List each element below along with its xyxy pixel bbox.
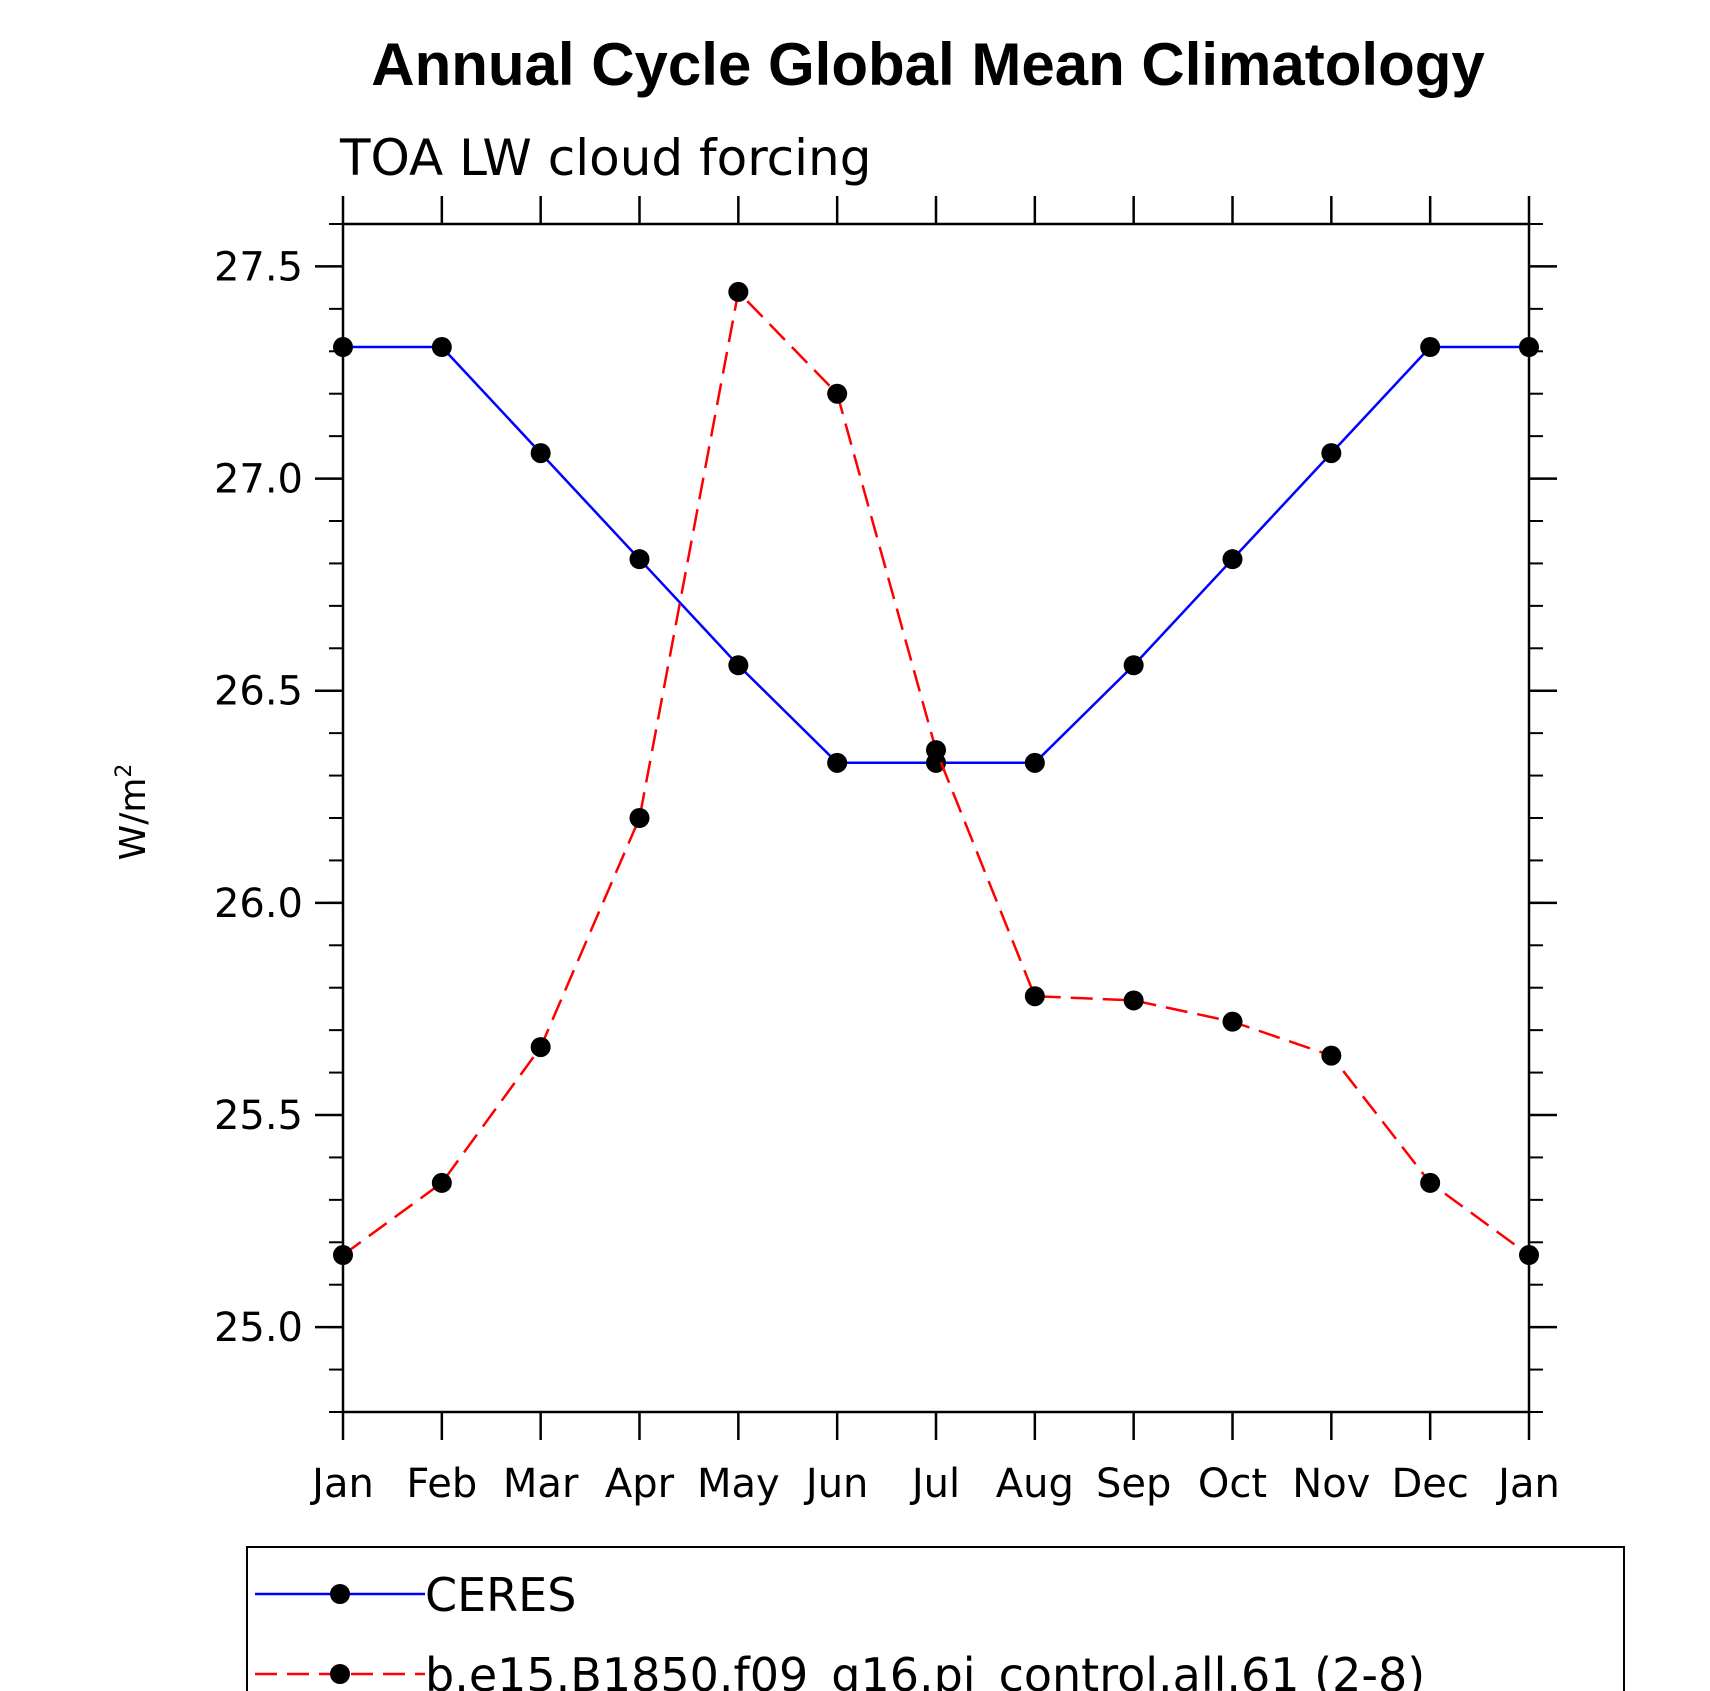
series-1-point bbox=[431, 1172, 452, 1193]
y-axis-label-text: W/m bbox=[113, 778, 154, 861]
plot-frame bbox=[341, 222, 1531, 1414]
series-1-point bbox=[1222, 1011, 1243, 1032]
series-1-point bbox=[728, 281, 749, 302]
series-line-1 bbox=[342, 289, 1530, 1257]
x-tick-label: Sep bbox=[1096, 1461, 1171, 1507]
series-0-point bbox=[1024, 752, 1045, 773]
x-tick-label: Jul bbox=[909, 1461, 960, 1507]
legend-marker-1 bbox=[330, 1664, 350, 1684]
series-1-point bbox=[629, 808, 650, 828]
x-tick-label: Dec bbox=[1391, 1461, 1468, 1507]
legend-label-1: b.e15.B1850.f09_g16.pi_control.all.61 (2… bbox=[425, 1648, 1425, 1691]
series-0-point bbox=[530, 443, 551, 464]
y-tick-label: 27.5 bbox=[214, 244, 303, 290]
axes: Jan Feb Mar Apr May Jun Jul Aug Sep Oct Nov Dec Jan 2… bbox=[214, 196, 1560, 1507]
series-1-point bbox=[1321, 1045, 1342, 1066]
series-layer bbox=[333, 281, 1539, 1266]
legend-marker-0 bbox=[330, 1584, 350, 1604]
x-tick-label: Jun bbox=[803, 1461, 869, 1507]
series-1-point bbox=[333, 1245, 353, 1266]
chart-subtitle: TOA LW cloud forcing bbox=[339, 129, 871, 187]
series-1-point bbox=[827, 383, 848, 404]
series-line-0 bbox=[343, 345, 1529, 765]
x-tick-label: Jan bbox=[1495, 1461, 1560, 1507]
series-0-point bbox=[1420, 337, 1441, 358]
x-tick-label: May bbox=[697, 1461, 780, 1507]
y-axis-label: W/m2 bbox=[112, 764, 154, 861]
y-tick-label: 25.5 bbox=[214, 1093, 303, 1139]
y-tick-label: 26.0 bbox=[214, 881, 303, 927]
y-tick-label: 25.0 bbox=[214, 1305, 303, 1351]
x-tick-label: Oct bbox=[1198, 1461, 1267, 1507]
y-tick-label: 26.5 bbox=[214, 669, 303, 715]
y-axis-label-superscript: 2 bbox=[112, 764, 137, 778]
legend: CERES b.e15.B1850.f09_g16.pi_control.all.… bbox=[246, 1546, 1625, 1691]
series-0-point bbox=[431, 337, 452, 358]
series-1-point bbox=[530, 1037, 551, 1058]
series-0-point bbox=[333, 337, 353, 358]
chart-title: Annual Cycle Global Mean Climatology bbox=[371, 31, 1485, 98]
y-tick-label: 27.0 bbox=[214, 457, 303, 503]
x-tick-label: Feb bbox=[406, 1461, 477, 1507]
series-1-point bbox=[1420, 1172, 1441, 1193]
x-tick-label: Apr bbox=[605, 1461, 675, 1507]
series-1-point bbox=[926, 740, 946, 761]
series-0-point bbox=[1222, 549, 1243, 570]
x-tick-label: Jan bbox=[309, 1461, 374, 1507]
series-0-point bbox=[1519, 337, 1539, 358]
series-1-point bbox=[1519, 1245, 1539, 1266]
series-0-point bbox=[827, 752, 848, 773]
legend-box bbox=[246, 1546, 1625, 1691]
series-0-point bbox=[728, 655, 749, 676]
series-0-point bbox=[1123, 655, 1144, 676]
legend-label-0: CERES bbox=[425, 1568, 576, 1622]
series-1-point bbox=[1024, 986, 1045, 1007]
x-tick-label: Mar bbox=[503, 1461, 579, 1507]
series-1-point bbox=[1123, 990, 1144, 1011]
series-0-point bbox=[629, 549, 650, 570]
x-tick-label: Aug bbox=[996, 1461, 1074, 1507]
series-0-point bbox=[1321, 443, 1342, 464]
x-tick-label: Nov bbox=[1292, 1461, 1370, 1507]
